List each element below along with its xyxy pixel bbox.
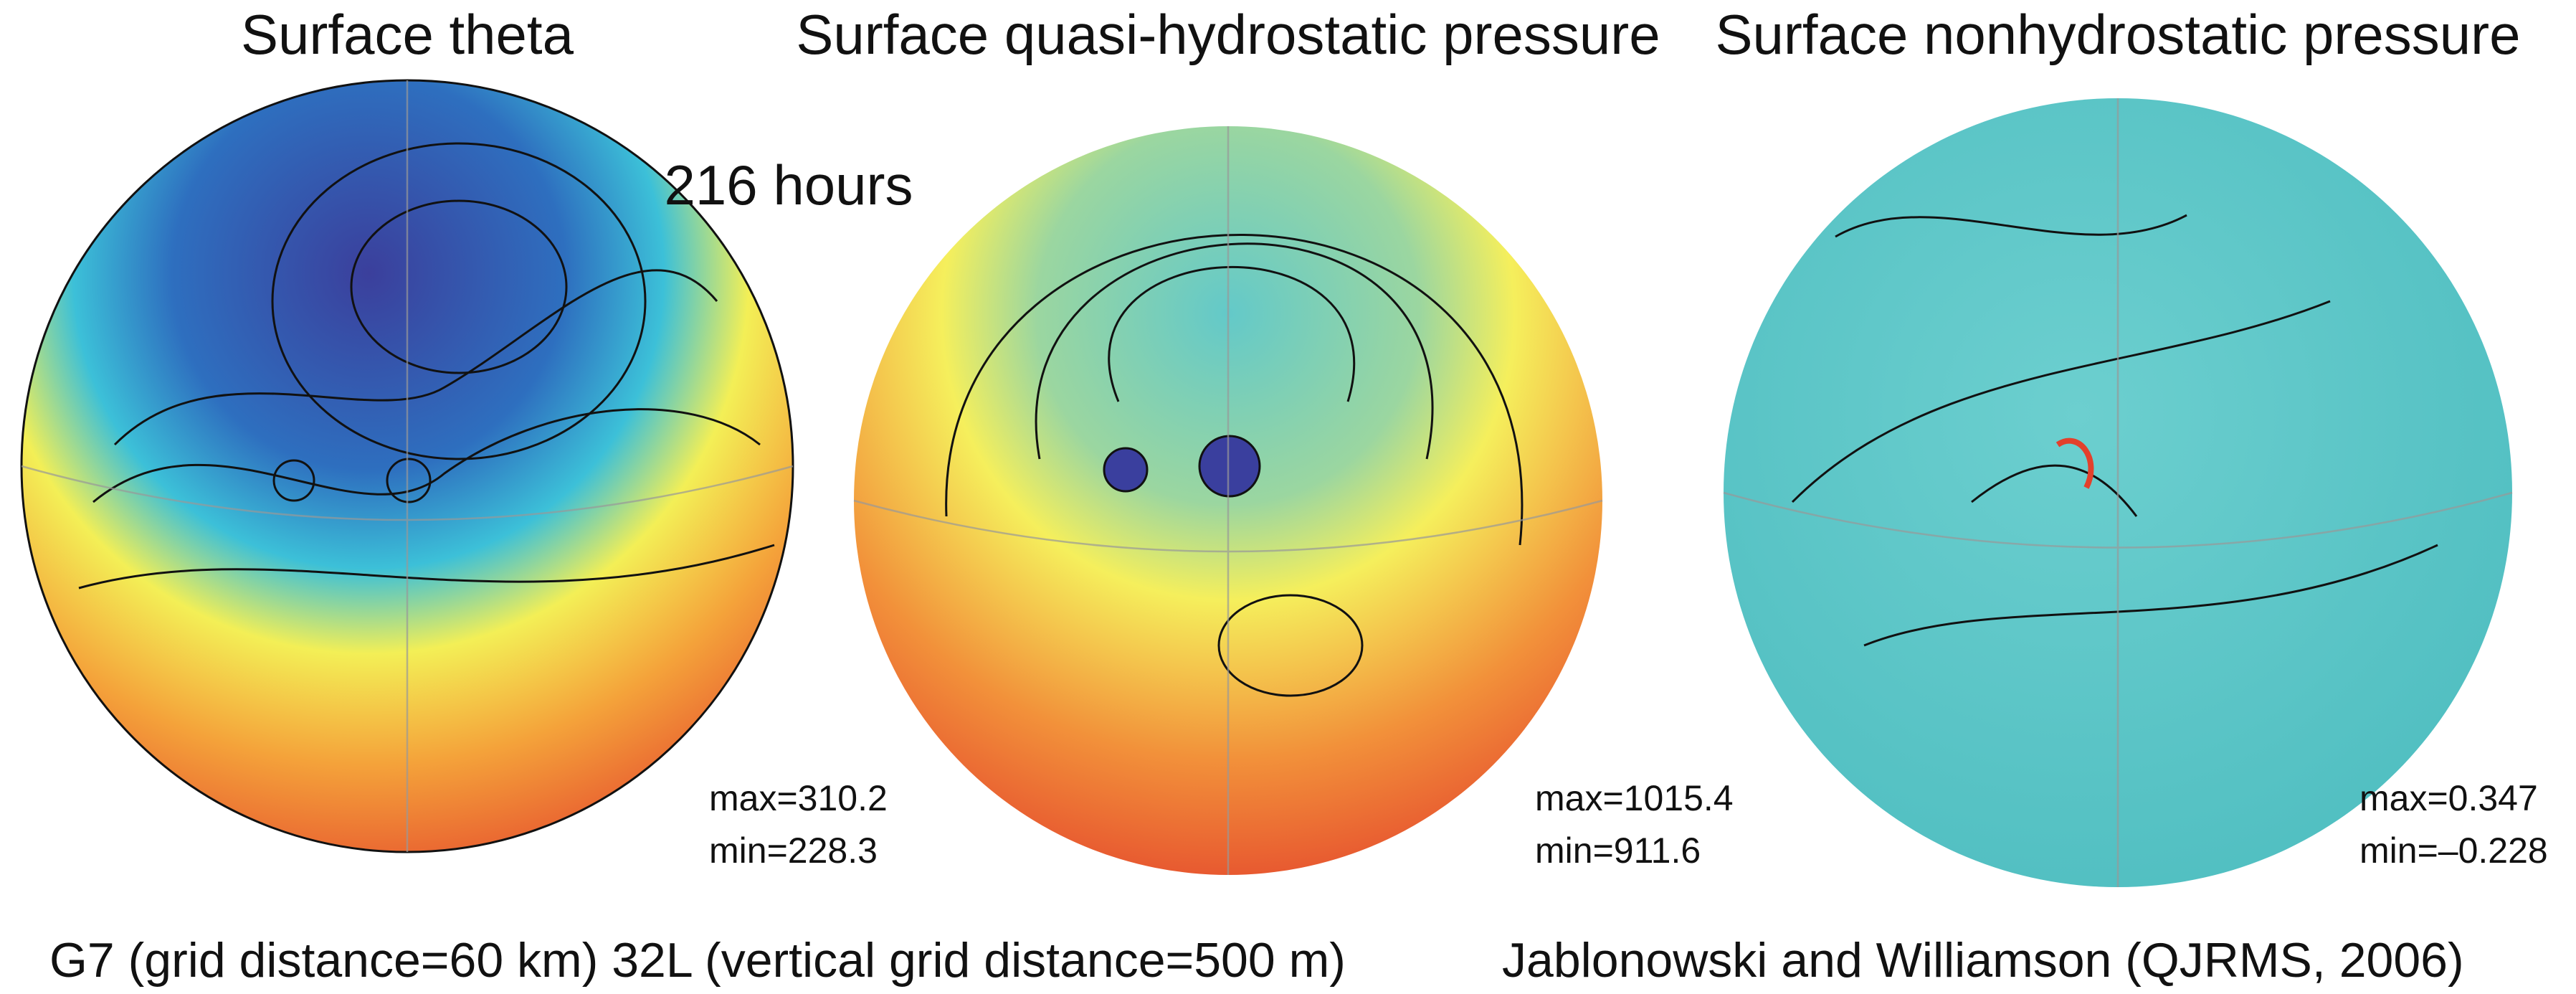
panel-title: Surface theta (241, 3, 574, 66)
footer-left: G7 (grid distance=60 km) 32L (vertical g… (49, 933, 1346, 988)
max-label: max=1015.4 (1535, 778, 1734, 818)
sphere-nonhydrostatic (1724, 98, 2512, 887)
sphere-hydrostatic (854, 126, 1602, 875)
panel-title: Surface nonhydrostatic pressure (1716, 3, 2521, 66)
max-label: max=0.347 (2359, 778, 2538, 818)
footer-right: Jablonowski and Williamson (QJRMS, 2006) (1502, 933, 2464, 988)
panel-title: Surface quasi-hydrostatic pressure (796, 3, 1660, 66)
min-label: min=228.3 (709, 830, 878, 871)
time-label: 216 hours (665, 153, 913, 217)
figure: Surface theta Surface quasi-hydrostatic … (0, 0, 2576, 994)
min-label: min=911.6 (1535, 830, 1701, 871)
min-label: min=–0.228 (2359, 830, 2548, 871)
max-label: max=310.2 (709, 778, 888, 818)
